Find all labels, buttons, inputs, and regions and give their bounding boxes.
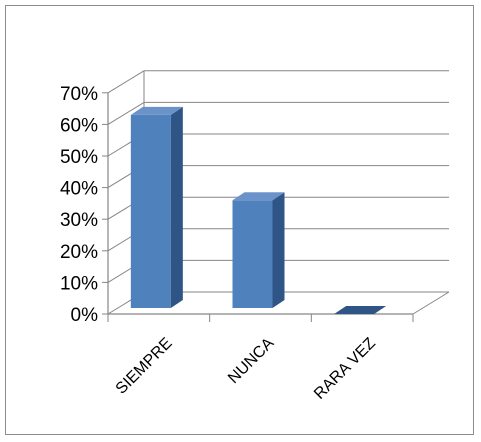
bar-side — [170, 106, 183, 308]
y-tick-label: 10% — [60, 273, 98, 294]
y-tick-label: 50% — [60, 147, 98, 168]
y-tick-label: 70% — [60, 84, 98, 105]
bar-siempre — [130, 106, 183, 308]
bar-top — [232, 192, 285, 201]
bar-nunca — [232, 192, 285, 308]
bar-top — [130, 106, 183, 115]
floor-edge — [412, 291, 450, 315]
gridline-side — [107, 70, 145, 94]
gridline-side — [107, 101, 145, 125]
x-category-label: RARA VEZ — [311, 335, 379, 403]
bar-front — [130, 114, 171, 308]
y-tick-label: 30% — [60, 210, 98, 231]
bar-side — [272, 192, 285, 308]
bar-rara-vez — [334, 306, 387, 314]
x-category-label: NUNCA — [225, 335, 277, 387]
bar-top — [334, 306, 387, 314]
bar-front — [232, 200, 273, 308]
y-tick-label: 20% — [60, 242, 98, 263]
y-tick-label: 0% — [71, 305, 99, 326]
y-tick-label: 40% — [60, 179, 98, 200]
y-tick-label: 60% — [60, 115, 98, 136]
x-category-label: SIEMPRE — [113, 335, 176, 398]
